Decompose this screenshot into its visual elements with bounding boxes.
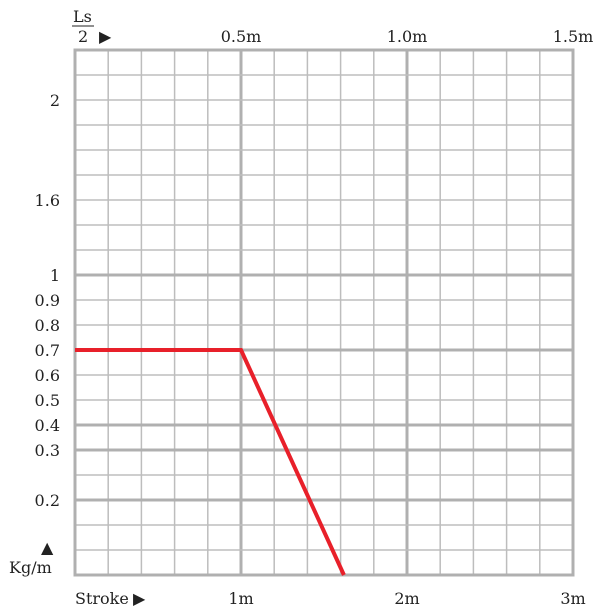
y-tick-label: 0.9 [35,291,60,310]
y-tick-label: 0.7 [35,341,60,360]
top-axis-label: Ls 2 ▶ [72,7,112,46]
series-line [75,348,346,576]
y-tick-label: 1.6 [35,191,60,210]
bottom-axis-ticks: 1m 2m 3m [228,589,585,608]
top-tick-label: 1.5m [553,27,594,46]
x-tick-label: 2m [394,589,419,608]
y-tick-label: 0.8 [35,316,60,335]
plot-frame [73,48,575,577]
y-axis-ticks: 0.2 0.3 0.4 0.5 0.6 0.7 0.8 0.9 1 1.6 2 [35,91,60,510]
x-tick-label: 3m [560,589,585,608]
bottom-axis-arrow-icon: ▶ [133,589,146,608]
y-axis-arrow-icon: ▲ [41,538,54,557]
y-tick-label: 2 [50,91,60,110]
bottom-axis-label: Stroke [75,589,129,608]
top-axis-ticks: 0.5m 1.0m 1.5m [221,27,594,46]
y-tick-label: 1 [50,266,60,285]
top-tick-label: 1.0m [387,27,428,46]
grid [75,50,573,575]
y-tick-label: 0.4 [35,416,60,435]
x-tick-label: 1m [228,589,253,608]
series-group [75,348,346,576]
top-axis-arrow-icon: ▶ [99,27,112,46]
y-tick-label: 0.3 [35,441,60,460]
top-tick-label: 0.5m [221,27,262,46]
top-axis-label-numerator: Ls [73,7,92,26]
y-tick-label: 0.2 [35,491,60,510]
top-axis-label-denominator: 2 [78,27,88,46]
y-tick-label: 0.5 [35,391,60,410]
y-tick-label: 0.6 [35,366,60,385]
y-axis-label: Kg/m [9,558,52,577]
